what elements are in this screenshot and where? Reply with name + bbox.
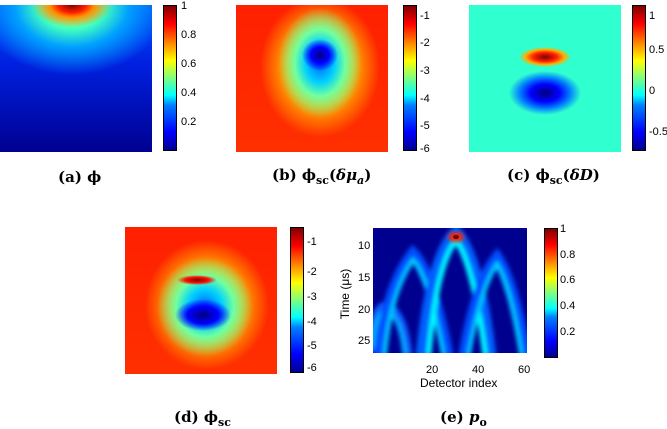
caption-c: (c) ϕsc(δD)	[507, 166, 600, 187]
x-tick: 60	[518, 364, 531, 376]
colorbar-tick: -1	[307, 236, 317, 248]
x-tick: 40	[472, 364, 485, 376]
colorbar-e	[544, 228, 558, 358]
colorbar-tick: -5	[420, 120, 430, 132]
colorbar-tick: 0.5	[649, 44, 665, 56]
heatmap-b	[236, 5, 388, 152]
colorbar-tick: 1	[560, 223, 567, 235]
colorbar-tick: 0.6	[181, 58, 197, 70]
colorbar-tick: -3	[307, 291, 317, 303]
colorbar-tick: -4	[420, 93, 430, 105]
colorbar-tick: 1	[181, 0, 188, 12]
colorbar-tick: -6	[307, 362, 317, 374]
colorbar-tick: 0.8	[560, 249, 576, 261]
colorbar-tick: 1	[649, 10, 656, 22]
colorbar-tick: -3	[420, 65, 430, 77]
colorbar-c	[632, 5, 646, 151]
colorbar-tick: -4	[307, 316, 317, 328]
heatmap-e	[373, 228, 527, 353]
colorbar-tick: -6	[420, 143, 430, 155]
caption-d: (d) ϕsc	[174, 408, 231, 429]
y-tick: 15	[358, 272, 371, 284]
colorbar-tick: -0.5	[649, 126, 667, 138]
colorbar-tick: 0.2	[560, 326, 576, 338]
caption-b: (b) ϕsc(δμa)	[272, 166, 372, 187]
heatmap-d	[125, 227, 277, 374]
colorbar-tick: 0.8	[181, 29, 197, 41]
y-tick: 20	[358, 304, 371, 316]
colorbar-tick: 0.6	[560, 274, 576, 286]
y-axis-label: Time (μs)	[338, 268, 353, 320]
colorbar-tick: 0.4	[181, 87, 197, 99]
colorbar-tick: 0.2	[181, 116, 197, 128]
x-axis-label: Detector index	[420, 376, 498, 390]
colorbar-tick: -2	[420, 37, 430, 49]
colorbar-d	[290, 227, 304, 373]
colorbar-tick: 0.4	[560, 300, 576, 312]
heatmap-a	[0, 5, 152, 152]
y-tick: 10	[358, 240, 371, 252]
colorbar-tick: -1	[420, 10, 430, 22]
caption-a: (a) ϕ	[58, 168, 102, 186]
colorbar-a	[163, 5, 177, 151]
colorbar-tick: 0	[649, 85, 656, 97]
caption-e: (e) po	[440, 408, 487, 429]
heatmap-c	[469, 5, 621, 152]
x-tick: 20	[426, 364, 439, 376]
colorbar-tick: -5	[307, 340, 317, 352]
colorbar-b	[403, 5, 417, 151]
colorbar-tick: -2	[307, 266, 317, 278]
y-tick: 25	[358, 335, 371, 347]
